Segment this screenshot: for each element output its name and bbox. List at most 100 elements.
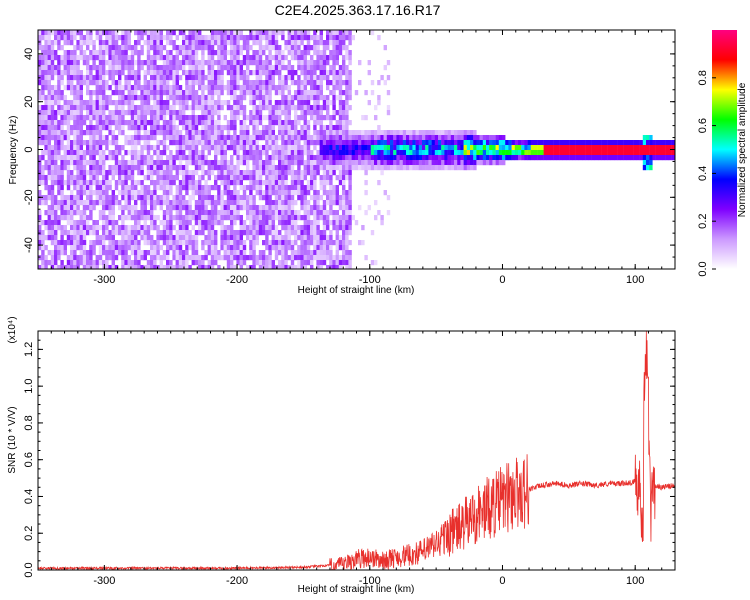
spectrogram-cell [111, 75, 115, 81]
spectrogram-cell [54, 30, 58, 36]
spectrogram-cell [303, 135, 307, 141]
spectrogram-cell [274, 90, 279, 96]
spectrogram-cell [297, 120, 301, 126]
spectrogram-cell [89, 165, 93, 171]
spectrogram-cell [153, 80, 157, 86]
spectrogram-cell [204, 265, 208, 269]
spectrogram-cell [335, 175, 339, 181]
spectrogram-cell [335, 130, 339, 136]
spectrogram-cell [233, 235, 237, 241]
spectrogram-cell [665, 140, 669, 146]
spectrogram-cell [175, 80, 179, 86]
spectrogram-cell [345, 230, 349, 236]
spectrogram-cell [489, 135, 493, 141]
spectrogram-cell [319, 245, 323, 251]
spectrogram-cell [345, 200, 349, 206]
spectrogram-cell [76, 145, 80, 151]
spectrogram-cell [233, 130, 237, 136]
spectrogram-cell [470, 145, 474, 151]
spectrogram-cell [66, 155, 71, 161]
spectrogram-cell [220, 180, 224, 186]
spectrogram-cell [255, 180, 259, 186]
spectrogram-cell [226, 65, 231, 71]
spectrogram-cell [73, 250, 77, 256]
spectrogram-cell [41, 230, 45, 236]
spectrogram-cell [514, 155, 519, 161]
spectrogram-cell [182, 45, 186, 51]
spectrogram-cell [57, 35, 61, 41]
spectrogram-cell [198, 80, 202, 86]
spectrogram-cell [473, 140, 477, 146]
spectrogram-cell [127, 210, 131, 216]
spectrogram-cell [313, 135, 317, 141]
spectrogram-cell [210, 240, 215, 246]
spectrogram-cell [230, 50, 234, 56]
spectrogram-cell [460, 165, 464, 171]
spectrogram-cell [383, 190, 387, 196]
spectrogram-cell [95, 90, 99, 96]
spectrogram-cell [566, 145, 570, 151]
spectrogram-cell [172, 45, 176, 51]
spectrogram-cell [124, 185, 128, 191]
spectrogram-cell [310, 35, 314, 41]
spectrogram-cell [73, 65, 77, 71]
spectrogram-cell [345, 225, 349, 231]
spectrogram-cell [92, 240, 96, 246]
spectrogram-cell [194, 50, 199, 56]
spectrogram-cell [550, 140, 554, 146]
spectrogram-cell [335, 235, 339, 241]
spectrogram-cell [518, 145, 522, 151]
spectrogram-cell [287, 45, 291, 51]
spectrogram-cell [454, 135, 458, 141]
spectrogram-cell [441, 130, 445, 136]
spectrogram-cell [210, 215, 215, 221]
spectrogram-cell [370, 230, 375, 236]
spectrogram-cell [214, 75, 218, 81]
spectrogram-cell [239, 75, 243, 81]
spectrogram-cell [623, 150, 627, 156]
spectrogram-cell [306, 150, 311, 156]
spectrogram-cell [166, 255, 170, 261]
spectrogram-cell [92, 175, 96, 181]
spectrogram-cell [303, 30, 307, 36]
spectrogram-cell [230, 125, 234, 131]
spectrogram-cell [358, 155, 362, 161]
spectrogram-cell [76, 135, 80, 141]
spectrogram-cell [399, 155, 403, 161]
spectrogram-cell [146, 30, 151, 36]
spectrogram-cell [124, 265, 128, 269]
spectrogram-cell [82, 150, 87, 156]
spectrogram-cell [265, 100, 269, 106]
spectrogram-cell [201, 160, 205, 166]
spectrogram-cell [438, 165, 442, 171]
spectrogram-cell [230, 170, 234, 176]
spectrogram-cell [226, 35, 231, 41]
spectrogram-cell [390, 145, 394, 151]
spectrogram-cell [41, 265, 45, 269]
spectrogram-cell [76, 120, 80, 126]
spectrogram-cell [249, 265, 253, 269]
spectrogram-cell [95, 65, 99, 71]
spectrogram-cell [130, 100, 135, 106]
spectrogram-cell [178, 140, 183, 146]
spectrogram-cell [479, 135, 483, 141]
spectrogram-cell [252, 50, 256, 56]
spectrogram-cell [111, 175, 115, 181]
spectrogram-cell [342, 145, 346, 151]
spectrogram-cell [82, 220, 87, 226]
spectrogram-cell [188, 155, 192, 161]
spectrogram-cell [66, 100, 71, 106]
spectrogram-cell [239, 125, 243, 131]
spectrogram-cell [111, 215, 115, 221]
spectrogram-cell [76, 150, 80, 156]
spectrogram-cell [82, 100, 87, 106]
spectrogram-cell [415, 150, 419, 156]
spectrogram-cell [114, 245, 119, 251]
spectrogram-cell [108, 240, 112, 246]
spectrogram-cell [185, 115, 189, 121]
spectrogram-cell [623, 155, 627, 161]
spectrogram-cell [185, 180, 189, 186]
spectrogram-cell [290, 210, 295, 216]
spectrogram-cell [306, 140, 311, 146]
spectrogram-cell [201, 130, 205, 136]
